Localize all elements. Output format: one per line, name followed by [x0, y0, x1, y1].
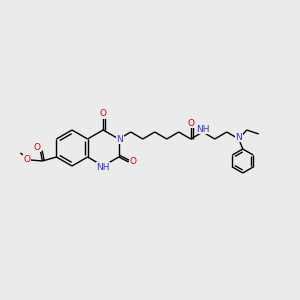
Text: O: O [129, 158, 136, 166]
Text: N: N [116, 134, 123, 143]
Text: O: O [187, 118, 194, 127]
Text: N: N [236, 133, 242, 142]
Text: NH: NH [196, 124, 209, 134]
Text: NH: NH [96, 163, 110, 172]
Text: O: O [24, 154, 31, 164]
Text: O: O [34, 142, 41, 152]
Text: O: O [100, 110, 107, 118]
